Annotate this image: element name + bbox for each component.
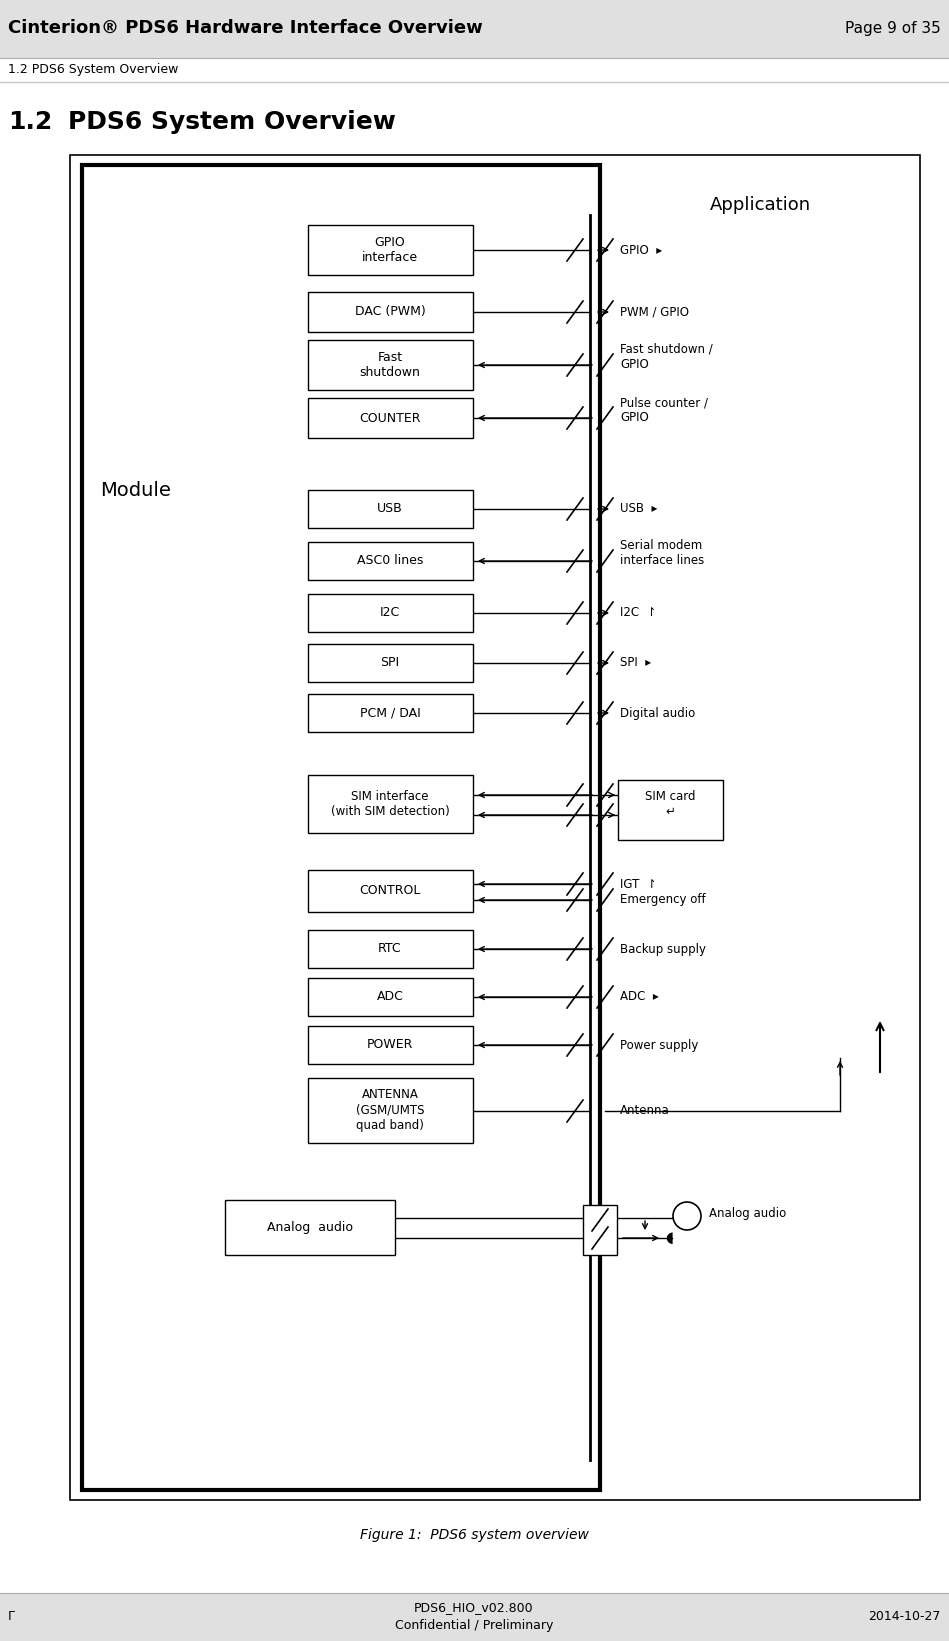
Text: ◖: ◖ [665,1231,673,1246]
Text: RTC: RTC [379,942,401,955]
Text: 2014-10-27: 2014-10-27 [868,1610,941,1623]
Bar [308,225,473,276]
Text: I2C  ↾: I2C ↾ [620,607,657,620]
Bar [308,491,473,528]
Text: GPIO  ▸: GPIO ▸ [620,243,662,256]
Text: Backup supply: Backup supply [620,942,706,955]
Text: Digital audio: Digital audio [620,707,696,719]
Text: SPI  ▸: SPI ▸ [620,656,651,670]
Text: Application: Application [710,195,810,213]
Bar [308,542,473,579]
Bar [308,930,473,968]
Bar [308,292,473,331]
Text: ANTENNA
(GSM/UMTS
quad band): ANTENNA (GSM/UMTS quad band) [356,1088,424,1132]
Text: Analog audio: Analog audio [709,1208,787,1221]
Text: COUNTER: COUNTER [360,412,420,425]
Bar [308,1078,473,1144]
Bar [82,166,600,1490]
Text: POWER: POWER [367,1039,413,1052]
Bar [308,775,473,834]
Text: USB: USB [377,502,403,515]
Text: Emergency off: Emergency off [620,893,706,906]
Text: ASC0 lines: ASC0 lines [357,555,423,568]
Text: USB  ▸: USB ▸ [620,502,658,515]
Text: Figure 1:  PDS6 system overview: Figure 1: PDS6 system overview [360,1528,588,1543]
Bar [618,779,723,840]
Text: Fast
shutdown: Fast shutdown [360,351,420,379]
Bar [70,154,920,1500]
Text: Serial modem
interface lines: Serial modem interface lines [620,538,704,568]
Text: GPIO
interface: GPIO interface [362,236,419,264]
Text: Cinterion® PDS6 Hardware Interface Overview: Cinterion® PDS6 Hardware Interface Overv… [8,20,483,38]
Text: 1.2: 1.2 [8,110,52,135]
Bar [308,870,473,912]
Bar [308,340,473,391]
Text: Antenna: Antenna [620,1104,670,1118]
Text: PDS6 System Overview: PDS6 System Overview [68,110,396,135]
Text: SPI: SPI [381,656,400,670]
Text: Fast shutdown /
GPIO: Fast shutdown / GPIO [620,343,713,371]
Bar [308,594,473,632]
Text: Power supply: Power supply [620,1039,698,1052]
Text: CONTROL: CONTROL [360,884,420,898]
Text: Analog  audio: Analog audio [267,1221,353,1234]
Text: Module: Module [100,481,171,499]
Text: 1.2 PDS6 System Overview: 1.2 PDS6 System Overview [8,64,178,77]
Text: PDS6_HIO_v02.800
Confidential / Preliminary: PDS6_HIO_v02.800 Confidential / Prelimin… [395,1602,553,1633]
Bar [583,1204,617,1255]
Text: SIM card
↵: SIM card ↵ [644,789,696,817]
Bar [308,643,473,683]
Text: I2C: I2C [380,607,400,620]
Text: IGT  ↾: IGT ↾ [620,878,657,891]
Bar [225,1200,395,1255]
Text: ADC  ▸: ADC ▸ [620,991,659,1004]
Text: PCM / DAI: PCM / DAI [360,707,420,719]
Text: PWM / GPIO: PWM / GPIO [620,305,689,318]
Bar [308,978,473,1016]
Bar [0,0,949,57]
Bar [308,399,473,438]
Text: DAC (PWM): DAC (PWM) [355,305,425,318]
Bar [308,1026,473,1063]
Bar [308,694,473,732]
Text: Γ: Γ [8,1610,15,1623]
Bar [0,1593,949,1641]
Text: SIM interface
(with SIM detection): SIM interface (with SIM detection) [330,789,450,817]
Text: ADC: ADC [377,991,403,1004]
Text: Page 9 of 35: Page 9 of 35 [846,20,941,36]
Text: Pulse counter /
GPIO: Pulse counter / GPIO [620,395,708,423]
